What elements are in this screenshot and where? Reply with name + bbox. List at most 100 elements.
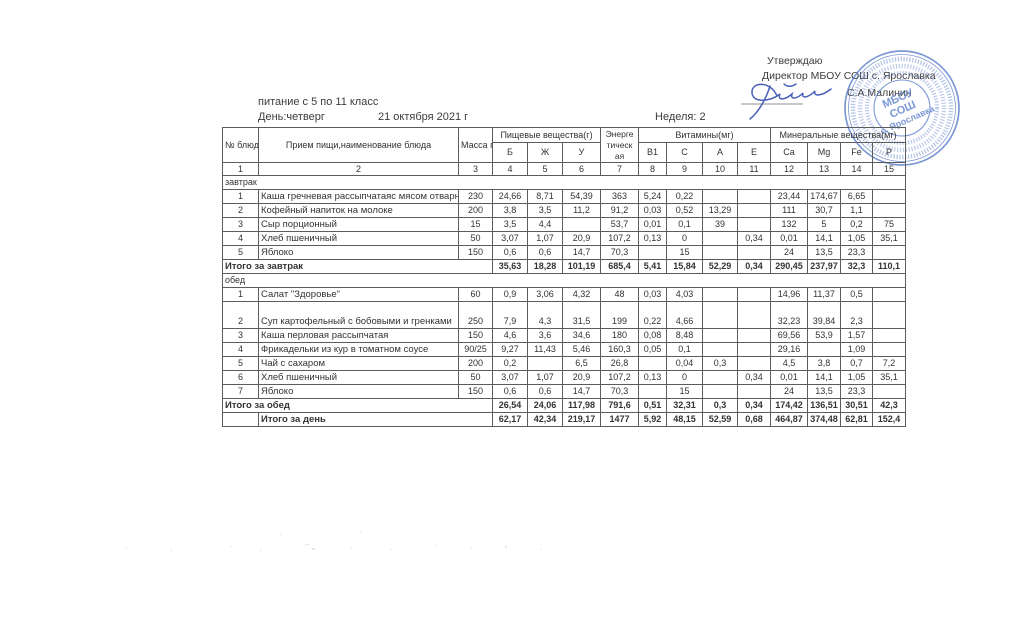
dish-row: 5 Чай с сахаром 200 0,2 6,5 26,8 0,04 0,3 4,5 3,8…	[222, 356, 907, 371]
portion-mass-cell: 150	[458, 328, 493, 343]
meta-week: Неделя: 2	[655, 111, 706, 123]
value-cell: 20,9	[561, 370, 602, 385]
value-cell: 39,84	[807, 301, 842, 329]
value-cell: 0,01	[770, 231, 809, 246]
meta-date: 21 октября 2021 г	[378, 111, 469, 123]
col-number: 1	[222, 162, 259, 176]
value-cell: 3,07	[492, 370, 528, 385]
value-cell: 3,6	[527, 328, 563, 343]
header-energy-line1: Энерге	[605, 128, 634, 139]
value-cell: 0,6	[527, 245, 563, 260]
header-iron: Fe	[840, 142, 874, 163]
value-cell: 53,9	[807, 328, 842, 343]
portion-mass-cell: 250	[458, 301, 493, 329]
portion-mass-cell: 15	[458, 217, 493, 232]
value-cell: 5,24	[638, 189, 668, 204]
value-cell: 35,1	[872, 231, 907, 246]
value-cell	[702, 301, 739, 329]
portion-mass-cell: 90/25	[458, 342, 493, 357]
value-cell	[737, 356, 772, 371]
value-cell: 0,3	[702, 356, 739, 371]
value-cell: 29,16	[770, 342, 809, 357]
total-value-cell: 18,28	[527, 259, 563, 274]
value-cell: 111	[770, 203, 809, 218]
value-cell	[702, 231, 739, 246]
dish-name-cell: Каша гречневая рассыпчатаяс мясом отварн…	[258, 189, 459, 204]
value-cell: 4,3	[527, 301, 563, 329]
value-cell	[872, 301, 907, 329]
header-vitamins-group: Витамины(мг)	[638, 127, 772, 143]
value-cell	[872, 203, 907, 218]
value-cell: 4,03	[666, 287, 704, 302]
value-cell: 0,03	[638, 203, 668, 218]
col-number: 10	[702, 162, 739, 176]
header-energy-line2: тическ	[606, 139, 633, 150]
col-number: 14	[840, 162, 874, 176]
total-value-cell: 42,34	[527, 412, 563, 427]
portion-mass-cell: 200	[458, 203, 493, 218]
value-cell: 4,5	[770, 356, 809, 371]
dish-number-cell: 4	[222, 342, 259, 357]
value-cell: 0,6	[492, 245, 528, 260]
value-cell: 8,71	[527, 189, 563, 204]
total-value-cell: 110,1	[872, 259, 907, 274]
dish-number-cell: 2	[222, 301, 259, 329]
value-cell: 24	[770, 384, 809, 399]
dish-name-cell: Фрикадельки из кур в томатном соусе	[258, 342, 459, 357]
header-carbs: У	[561, 142, 602, 163]
total-value-cell: 62,17	[492, 412, 528, 427]
section-total-row: Итого за обед 26,54 24,06 117,98 791,6 0,51 32…	[222, 398, 907, 413]
total-value-cell: 117,98	[561, 398, 602, 413]
total-value-cell: 52,29	[702, 259, 739, 274]
value-cell: 0,9	[492, 287, 528, 302]
value-cell: 11,43	[527, 342, 563, 357]
col-number: 2	[258, 162, 459, 176]
dish-number-cell: 5	[222, 245, 259, 260]
value-cell: 13,5	[807, 384, 842, 399]
col-number: 4	[492, 162, 528, 176]
total-value-cell: 0,51	[638, 398, 668, 413]
value-cell: 23,3	[840, 384, 874, 399]
value-cell	[737, 245, 772, 260]
empty-cell	[222, 412, 259, 427]
value-cell: 1,1	[840, 203, 874, 218]
value-cell: 48	[600, 287, 640, 302]
col-number: 13	[807, 162, 842, 176]
value-cell: 0,01	[770, 370, 809, 385]
grand-total-label: Итого за день	[258, 412, 493, 427]
total-value-cell: 0,68	[737, 412, 772, 427]
value-cell: 3,8	[492, 203, 528, 218]
value-cell: 0,13	[638, 231, 668, 246]
dish-name-cell: Суп картофельный с бобовыми и гренками	[258, 301, 459, 329]
dish-number-cell: 1	[222, 287, 259, 302]
value-cell: 26,8	[600, 356, 640, 371]
value-cell	[702, 287, 739, 302]
header-phosphorus: P	[872, 142, 907, 163]
col-number: 12	[770, 162, 809, 176]
value-cell: 69,56	[770, 328, 809, 343]
value-cell: 13,29	[702, 203, 739, 218]
value-cell: 91,2	[600, 203, 640, 218]
header-nutrients-group: Пищевые вещества(г)	[491, 127, 602, 143]
section-band-row: обед	[221, 273, 907, 288]
value-cell: 3,07	[492, 231, 528, 246]
total-value-cell: 791,6	[600, 398, 640, 413]
value-cell: 0,08	[638, 328, 668, 343]
total-value-cell: 32,3	[840, 259, 874, 274]
value-cell: 5	[807, 217, 842, 232]
value-cell: 363	[600, 189, 640, 204]
stamp-microtext-ring	[850, 56, 954, 160]
total-value-cell: 219,17	[561, 412, 602, 427]
value-cell: 14,1	[807, 231, 842, 246]
dish-name-cell: Яблоко	[258, 245, 459, 260]
value-cell	[702, 328, 739, 343]
header-energy-line3: ая	[614, 150, 625, 161]
total-value-cell: 15,84	[666, 259, 704, 274]
dish-number-cell: 3	[222, 328, 259, 343]
portion-mass-cell: 150	[458, 384, 493, 399]
dish-number-cell: 5	[222, 356, 259, 371]
total-value-cell: 464,87	[770, 412, 809, 427]
value-cell: 0,6	[527, 384, 563, 399]
col-number: 7	[600, 162, 640, 176]
